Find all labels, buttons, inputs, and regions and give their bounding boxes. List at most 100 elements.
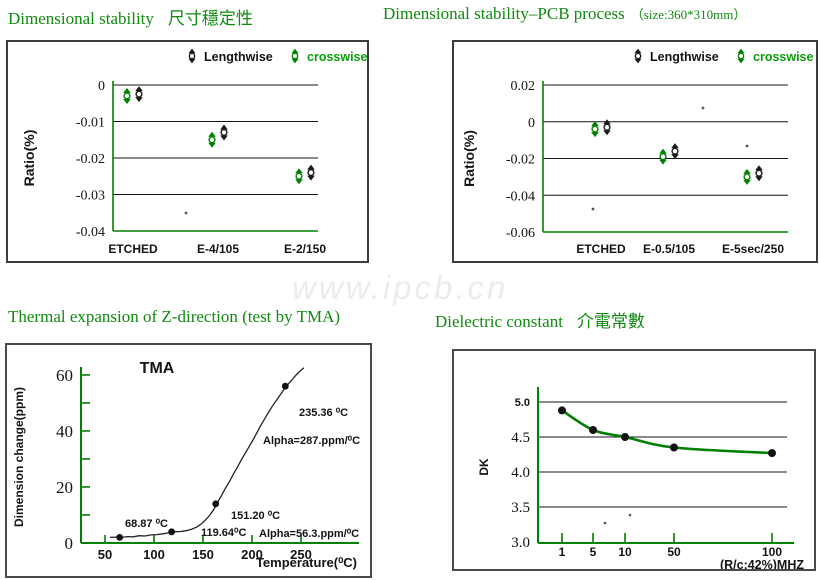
y-tick-label: 0.02	[511, 79, 536, 94]
legend-lengthwise-label: Lengthwise	[650, 50, 719, 64]
y-tick-label: 40	[56, 422, 73, 441]
data-point	[670, 443, 678, 452]
marker-lengthwise-E-2/150	[307, 164, 315, 181]
marker-arrow-up	[295, 168, 303, 174]
x-tick-label: 250	[290, 547, 312, 562]
marker-arrow-up	[188, 48, 196, 54]
x-tick-label: 50	[667, 545, 681, 559]
chart-dimensional-stability-svg: 0 -0.01 -0.02 -0.03 -0.04 Ratio(%) ETCHED E-4/1…	[21, 48, 367, 256]
y-tick-label: 3.5	[511, 500, 530, 516]
legend-lengthwise-marker	[634, 48, 642, 64]
title-dimensional-stability-en: Dimensional stability	[8, 9, 154, 28]
marker-arrow-down	[307, 175, 315, 181]
marker-lengthwise-ETCHED	[603, 119, 611, 136]
marker-circle	[634, 52, 642, 60]
y-axis-title: Ratio(%)	[461, 130, 477, 187]
category-label: E-4/105	[197, 242, 239, 256]
marker-crosswise-E-0.5/105	[659, 148, 667, 165]
y-tick-label: -0.02	[76, 152, 105, 167]
marker-circle	[755, 169, 763, 177]
y-tick-label: -0.06	[506, 226, 535, 241]
marker-arrow-up	[123, 87, 131, 93]
marker-arrow-up	[220, 124, 228, 130]
y-tick-label: 4.0	[511, 465, 530, 481]
data-point	[589, 426, 597, 434]
chart-dielectric-constant-svg: 5.0 4.5 4.0 3.5 3.0 DK 1 5 10 50 100(R/c:42%)MHZ	[477, 387, 804, 569]
section-title-dimensional-stability: Dimensional stability 尺寸穩定性	[8, 4, 253, 29]
marker-crosswise-E-4/105	[208, 131, 216, 148]
annotation-3: 235.36 ⁰C	[299, 407, 348, 419]
section-title-dielectric-constant: Dielectric constant 介電常數	[435, 307, 645, 332]
marker-arrow-up	[135, 86, 143, 92]
x-tick-label: 5	[590, 545, 597, 559]
marker-arrow-down	[634, 58, 642, 64]
annotation-5: Alpha=56.3.ppm/⁰C	[259, 528, 359, 540]
marker-circle	[135, 90, 143, 98]
marker-arrow-down	[591, 132, 599, 138]
y-axis-title: Ratio(%)	[21, 130, 37, 187]
y-tick-label: 3.0	[511, 535, 530, 551]
x-axis-title: Temperature(⁰C)	[256, 555, 357, 570]
category-label: E-5sec/250	[722, 242, 784, 256]
marker-arrow-up	[671, 143, 679, 149]
data-point	[621, 433, 629, 441]
legend-lengthwise-label: Lengthwise	[204, 50, 273, 64]
marker-crosswise-ETCHED	[123, 87, 131, 104]
x-tick-label: 10	[618, 545, 632, 559]
marker-arrow-down	[135, 97, 143, 103]
y-tick-label: 0	[65, 534, 74, 553]
chart-title: TMA	[140, 360, 175, 377]
annotation-0: 68.87 ⁰C	[125, 518, 168, 530]
speck	[701, 106, 705, 110]
curve-point	[281, 382, 289, 390]
section-title-dimensional-stability-pcb: Dimensional stability–PCB process （size:3…	[383, 4, 746, 24]
chart-tma: 0 20 40 60 50 100 150 200 250 TMA Dimension change…	[5, 343, 372, 578]
y-axis-title: DK	[477, 458, 491, 476]
title-dimensional-stability-zh: 尺寸穩定性	[167, 9, 253, 28]
category-label: ETCHED	[576, 242, 626, 256]
category-label: E-2/150	[284, 242, 326, 256]
data-point	[558, 406, 566, 415]
x-tick-label: 50	[98, 547, 112, 562]
marker-arrow-down	[755, 176, 763, 182]
marker-arrow-up	[737, 48, 745, 54]
marker-circle	[737, 52, 745, 60]
marker-circle	[208, 136, 216, 144]
chart-dimensional-stability: 0 -0.01 -0.02 -0.03 -0.04 Ratio(%) ETCHED E-4/1…	[6, 40, 369, 263]
chart-dielectric-constant: 5.0 4.5 4.0 3.5 3.0 DK 1 5 10 50 100 (R/c:42%)MHZ	[452, 349, 816, 571]
y-tick-label: -0.02	[506, 153, 535, 168]
tma-curve	[109, 367, 305, 539]
marker-arrow-down	[123, 98, 131, 104]
marker-circle	[220, 128, 228, 137]
marker-lengthwise-ETCHED	[135, 86, 143, 103]
marker-lengthwise-E-0.5/105	[671, 143, 679, 160]
x-axis-title: (R/c:42%)MHZ	[720, 558, 804, 569]
marker-circle	[291, 52, 299, 60]
x-tick-label: 200	[241, 547, 263, 562]
speck	[603, 521, 607, 525]
title-size-note: （size:360*310mm）	[630, 7, 747, 22]
marker-circle	[295, 172, 303, 180]
marker-arrow-up	[743, 168, 751, 174]
marker-arrow-down	[291, 58, 299, 64]
marker-lengthwise-E-4/105	[220, 124, 228, 141]
marker-circle	[123, 92, 131, 100]
marker-arrow-up	[591, 121, 599, 127]
marker-crosswise-ETCHED	[591, 121, 599, 138]
marker-arrow-up	[603, 119, 611, 125]
x-tick-label: 100	[762, 545, 782, 559]
speck	[591, 207, 595, 211]
x-tick-label: 1	[559, 545, 566, 559]
marker-circle	[307, 169, 315, 177]
marker-arrow-up	[291, 48, 299, 54]
marker-arrow-down	[671, 154, 679, 160]
marker-arrow-down	[659, 159, 667, 165]
title-dimensional-stability-pcb-en: Dimensional stability–PCB process	[383, 4, 625, 23]
data-point	[768, 449, 776, 458]
annotation-4: Alpha=287.ppm/⁰C	[263, 435, 360, 447]
legend-crosswise-marker	[291, 48, 299, 64]
y-tick-label: 4.5	[511, 430, 530, 446]
speck	[628, 513, 632, 517]
marker-arrow-down	[295, 179, 303, 185]
